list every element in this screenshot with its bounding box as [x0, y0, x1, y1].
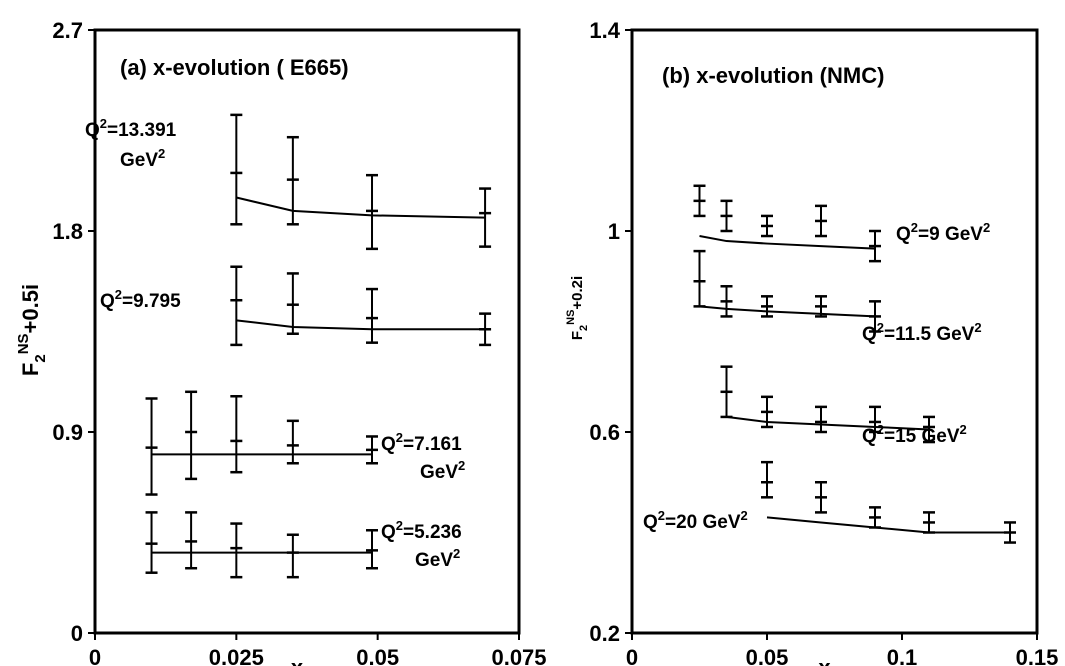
- chart-title: (a) x-evolution ( E665): [120, 55, 349, 80]
- fit-curve: [766, 516, 1010, 534]
- x-tick-label: 0: [626, 645, 638, 666]
- series-label: Q2=5.236: [381, 518, 462, 543]
- series-2: [693, 249, 881, 333]
- plot-frame: [630, 28, 1039, 635]
- series-label: GeV2: [420, 458, 465, 483]
- y-tick-label: 0.6: [589, 420, 620, 445]
- y-tick-label: 2.7: [52, 18, 83, 43]
- series-label: Q2=13.391: [85, 116, 177, 141]
- y-axis-label: F2NS+0.2i: [565, 276, 590, 340]
- series-label: Q2=11.5 GeV2: [862, 320, 982, 345]
- x-tick-label: 0: [89, 645, 101, 666]
- y-tick-label: 1.8: [52, 219, 83, 244]
- panel-b: 0 0.05 0.1 0.15 0.2 0.6 1 1.4 x F2NS+0.2i (b) x-ev…: [565, 18, 1058, 666]
- x-tick-label: 0.05: [356, 645, 399, 666]
- series-label: Q2=15 GeV2: [862, 422, 967, 447]
- x-tick-label: 0.1: [887, 645, 918, 666]
- panel-a: 0 0.025 0.05 0.075 0 0.9 1.8 2.7 x F2NS+0.5i (a) x…: [15, 18, 547, 666]
- x-tick-label: 0.075: [491, 645, 546, 666]
- plot-frame: [93, 28, 521, 635]
- series-label: Q2=20 GeV2: [643, 508, 748, 533]
- x-axis-label: x: [291, 655, 304, 666]
- y-tick-label: 0.2: [589, 621, 620, 646]
- fit-curve: [236, 196, 486, 219]
- series-3: [145, 390, 379, 496]
- series-2: [230, 265, 492, 347]
- series-4: [761, 460, 1016, 544]
- fit-curve: [236, 319, 486, 331]
- x-tick-label: 0.025: [209, 645, 264, 666]
- x-tick-label: 0.05: [746, 645, 789, 666]
- series-3: [720, 365, 935, 444]
- series-label: Q2=7.161: [381, 430, 462, 455]
- y-tick-label: 1: [608, 219, 620, 244]
- series-label: GeV2: [120, 146, 165, 171]
- series-label: GeV2: [415, 546, 460, 571]
- fit-curve: [699, 235, 876, 250]
- series-1: [230, 113, 492, 251]
- series-1: [693, 184, 881, 263]
- x-tick-label: 0.15: [1016, 645, 1059, 666]
- series-label: Q2=9.795: [100, 287, 181, 312]
- y-axis-label: F2NS+0.5i: [15, 284, 49, 376]
- y-axis-label-group: F2NS+0.5i: [15, 284, 49, 376]
- chart-title: (b) x-evolution (NMC): [662, 63, 884, 88]
- y-tick-label: 0: [71, 621, 83, 646]
- y-axis-label-group: F2NS+0.2i: [565, 276, 590, 340]
- y-tick-label: 1.4: [589, 18, 620, 43]
- y-tick-label: 0.9: [52, 420, 83, 445]
- series-4: [145, 511, 379, 579]
- series-label: Q2=9 GeV2: [896, 220, 990, 245]
- x-axis-label: x: [818, 655, 831, 666]
